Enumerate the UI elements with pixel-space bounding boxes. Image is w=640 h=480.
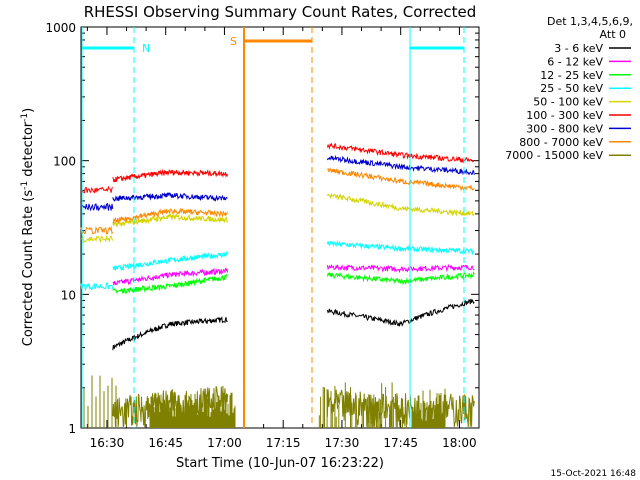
x-tick-label: 17:30 [325,436,360,450]
series-line-1 [326,298,475,327]
y-axis-label-part2: detector [21,121,36,181]
legend-label-5: 50 - 100 keV [533,96,603,109]
series-line-8 [80,225,114,235]
y-axis-label: Corrected Count Rate (s-1 detector-1) [20,108,36,346]
y-axis-label-sup2: -1 [20,113,30,122]
legend-label-4: 25 - 50 keV [540,82,603,95]
chart-title: RHESSI Observing Summary Count Rates, Co… [84,3,477,21]
legend-label-9: 7000 - 15000 keV [505,149,603,162]
series-line-8 [112,208,228,224]
legend-label-1: 3 - 6 keV [554,42,603,55]
legend-label-2: 6 - 12 keV [547,55,603,68]
x-tick-label: 17:00 [207,436,242,450]
x-axis-label: Start Time (10-Jun-07 16:23:22) [176,456,384,471]
y-axis-label-part1: Corrected Count Rate (s [21,190,36,347]
x-tick-label: 18:00 [442,436,477,450]
series-line-5 [326,192,475,217]
x-tick-label: 17:45 [383,436,418,450]
y-axis-label-sup1: -1 [20,181,30,190]
night-label: N [142,42,150,55]
series-line-5 [80,235,114,244]
x-tick-label: 16:30 [90,436,125,450]
x-tick-label: 16:45 [148,436,183,450]
plot-frame [80,26,480,429]
legend-header-line2: Att 0 [600,28,626,41]
legend-label-8: 800 - 7000 keV [519,136,603,149]
y-tick-label: 100 [53,155,76,169]
footer-date: 15-Oct-2021 16:48 [551,469,637,479]
series-line-3 [326,270,475,285]
x-tick-label: 17:15 [266,436,301,450]
series-line-2 [112,267,229,286]
series-line-7 [80,202,114,212]
y-tick-label: 1000 [45,21,76,35]
legend-label-7: 300 - 800 keV [526,122,603,135]
series-line-4 [112,250,229,272]
series-line-2 [326,263,475,274]
series-line-4 [80,282,114,292]
series-line-9 [112,385,229,429]
legend-label-6: 100 - 300 keV [526,109,603,122]
series-line-1 [112,316,228,351]
series-line-4 [326,240,475,256]
series-line-8 [327,167,475,192]
series-line-6 [326,142,475,164]
plot-area: 1 10 100 1000 16:30 16:45 17:00 17:15 17:30 17:45… [45,21,480,450]
series-line-3 [112,274,228,295]
series-line-6 [112,168,229,183]
y-tick-label: 10 [61,288,76,302]
series-line-7 [326,154,475,176]
series-line-7 [112,192,228,203]
saa-label: S [230,35,237,48]
legend-label-3: 12 - 25 keV [540,69,603,82]
legend-header-line1: Det 1,3,4,5,6,9, [547,15,633,28]
y-axis-label-part3: ) [21,108,36,113]
y-tick-label: 1 [68,422,76,436]
series-line-6 [80,185,114,194]
